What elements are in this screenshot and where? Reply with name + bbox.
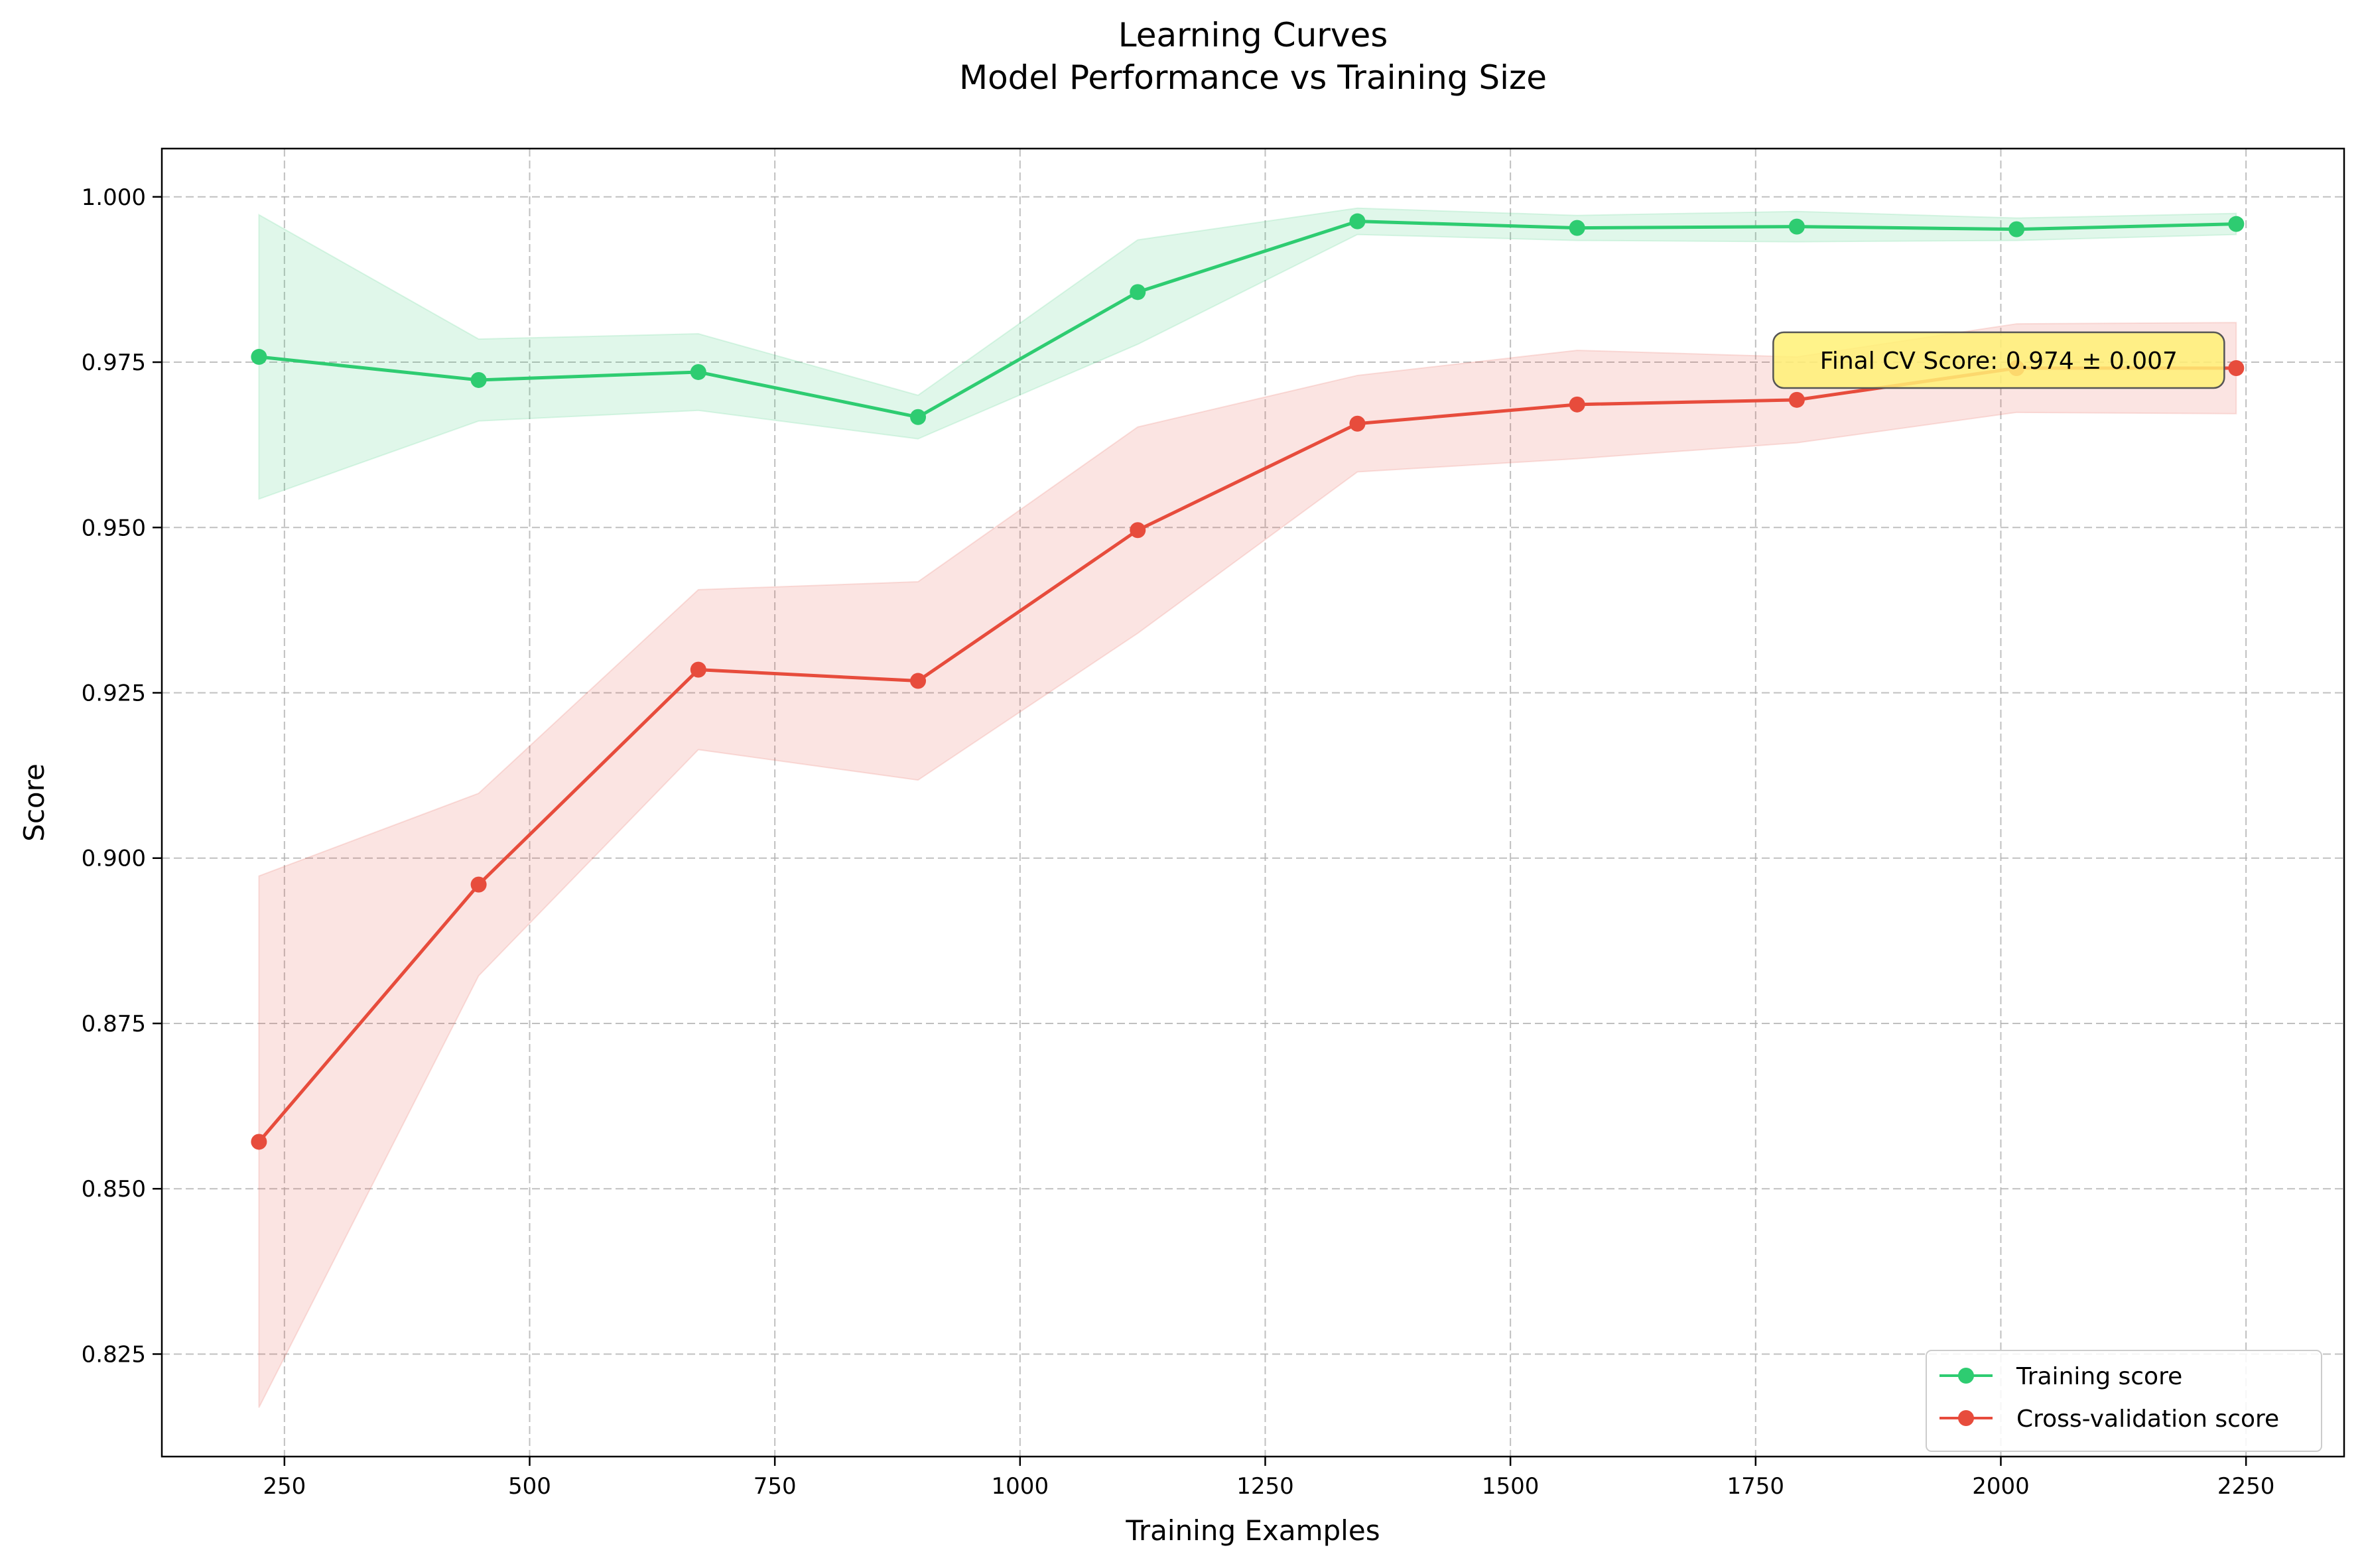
x-tick-label: 250 bbox=[263, 1473, 306, 1500]
grid-lines bbox=[162, 149, 2344, 1457]
y-tick-label: 1.000 bbox=[82, 184, 146, 211]
y-tick-label: 0.950 bbox=[82, 515, 146, 541]
x-tick-label: 2250 bbox=[2217, 1473, 2275, 1500]
x-tick-label: 500 bbox=[508, 1473, 551, 1500]
data-point-0-2 bbox=[690, 363, 706, 380]
x-tick-label: 1750 bbox=[1727, 1473, 1785, 1500]
x-tick-label: 2000 bbox=[1972, 1473, 2030, 1500]
confidence-band-1 bbox=[258, 322, 2237, 1408]
annotation-box bbox=[1772, 331, 2225, 389]
data-point-0-0 bbox=[251, 349, 267, 365]
chart-subtitle: Model Performance vs Training Size bbox=[959, 58, 1547, 97]
data-point-0-9 bbox=[2228, 216, 2245, 232]
y-axis-label: Score bbox=[18, 763, 50, 842]
y-tick-label: 0.975 bbox=[82, 350, 146, 376]
y-tick-label: 0.900 bbox=[82, 846, 146, 872]
data-point-1-4 bbox=[1130, 522, 1146, 539]
plot-frame bbox=[161, 147, 2345, 1458]
data-point-1-5 bbox=[1349, 415, 1366, 432]
legend-marker-training bbox=[1958, 1368, 1974, 1384]
annotation-text: Final CV Score: 0.974 ± 0.007 bbox=[1820, 348, 2178, 375]
data-point-0-6 bbox=[1569, 220, 1585, 236]
legend-label-cv: Cross-validation score bbox=[2016, 1405, 2279, 1433]
y-axis-ticks: 0.825 0.850 0.875 0.900 0.925 0.950 0.975 1.000 bbox=[82, 184, 162, 1368]
x-axis-ticks: 250 500 750 1000 1250 1500 1750 2000 2250 bbox=[263, 1457, 2274, 1500]
x-tick-label: 1250 bbox=[1236, 1473, 1294, 1500]
data-point-0-4 bbox=[1130, 284, 1146, 300]
legend-label-training: Training score bbox=[2016, 1363, 2182, 1390]
y-tick-label: 0.850 bbox=[82, 1176, 146, 1203]
data-point-0-3 bbox=[910, 409, 927, 425]
data-point-1-3 bbox=[910, 673, 927, 689]
x-axis-label: Training Examples bbox=[1125, 1514, 1380, 1547]
data-point-0-5 bbox=[1349, 213, 1366, 229]
legend: Training score Cross-validation score bbox=[1926, 1350, 2322, 1452]
data-point-1-6 bbox=[1569, 396, 1585, 413]
y-tick-label: 0.825 bbox=[82, 1341, 146, 1368]
final-cv-annotation: Final CV Score: 0.974 ± 0.007 bbox=[1772, 331, 2225, 389]
data-point-1-0 bbox=[251, 1134, 267, 1150]
legend-marker-cv bbox=[1958, 1410, 1974, 1426]
data-point-1-1 bbox=[470, 876, 487, 893]
data-point-1-7 bbox=[1788, 391, 1805, 408]
x-tick-label: 1000 bbox=[992, 1473, 1049, 1500]
y-tick-label: 0.925 bbox=[82, 681, 146, 707]
data-point-0-7 bbox=[1788, 218, 1805, 235]
confidence-band-0 bbox=[258, 207, 2237, 500]
data-point-1-9 bbox=[2228, 359, 2245, 376]
x-tick-label: 750 bbox=[754, 1473, 797, 1500]
series-line-0 bbox=[259, 220, 2237, 419]
x-tick-label: 1500 bbox=[1482, 1473, 1540, 1500]
chart-title: Learning Curves bbox=[1118, 16, 1388, 54]
y-tick-label: 0.875 bbox=[82, 1011, 146, 1037]
legend-frame bbox=[1926, 1350, 2322, 1452]
series-markers bbox=[251, 213, 2245, 1150]
confidence-bands bbox=[258, 207, 2237, 1408]
data-point-0-1 bbox=[470, 371, 487, 388]
data-point-0-8 bbox=[2008, 221, 2025, 237]
data-point-1-2 bbox=[690, 661, 706, 678]
